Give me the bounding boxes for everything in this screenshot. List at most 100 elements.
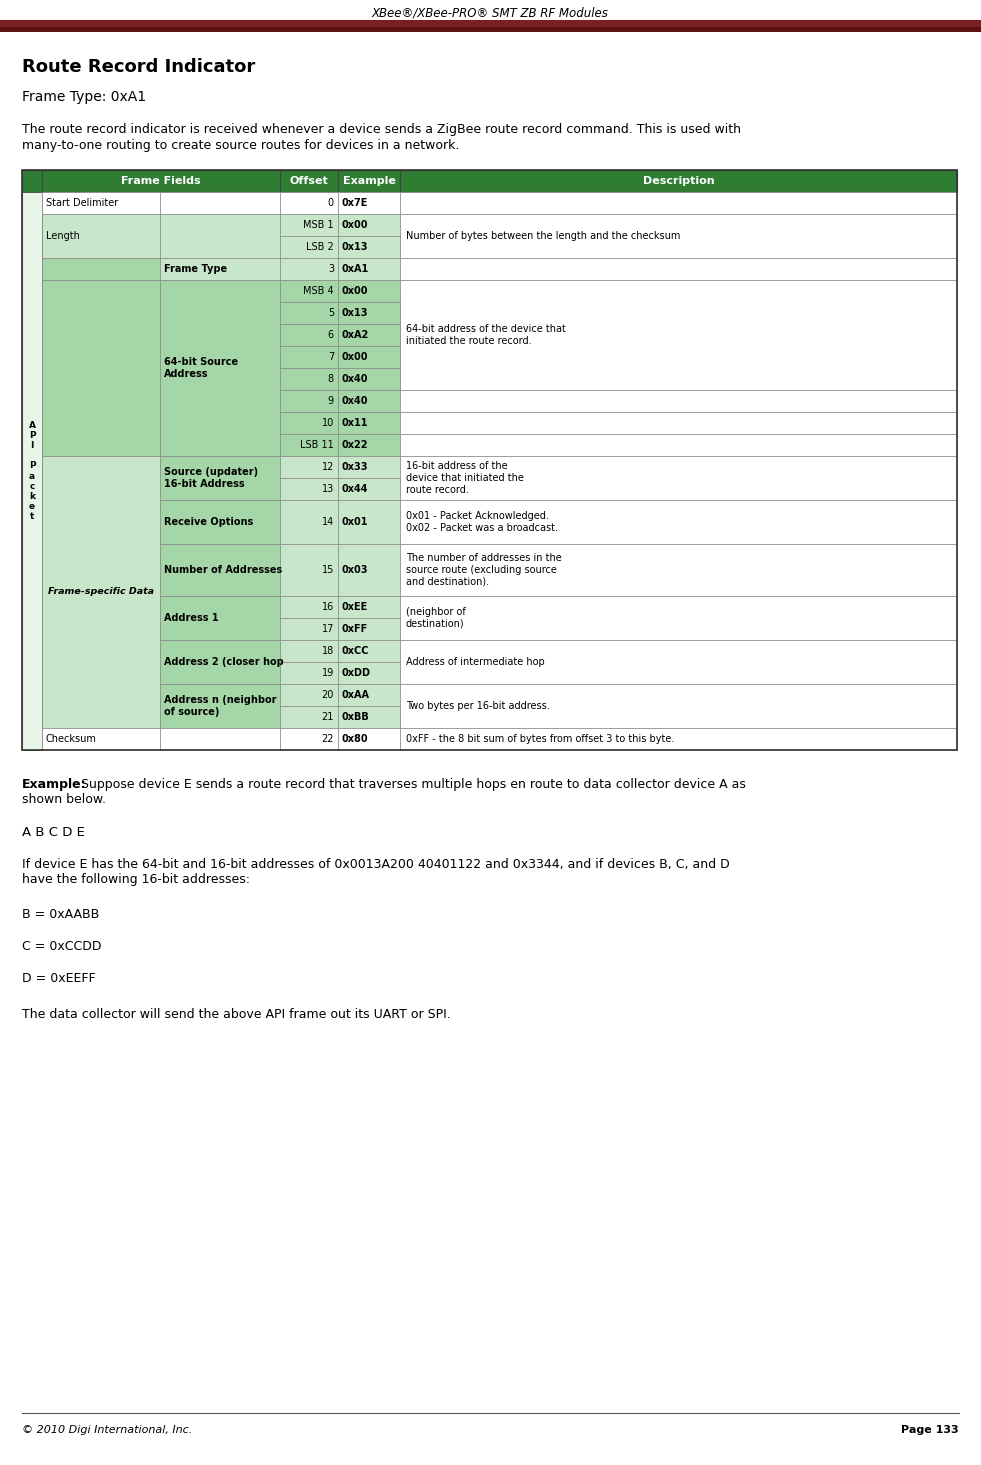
Text: Frame Type: 0xA1: Frame Type: 0xA1 bbox=[22, 89, 146, 104]
Bar bbox=[280, 214, 338, 236]
Text: 16-bit address of the
device that initiated the
route record.: 16-bit address of the device that initia… bbox=[406, 461, 524, 495]
Bar bbox=[400, 544, 957, 596]
Text: LSB 2: LSB 2 bbox=[306, 242, 334, 252]
Bar bbox=[400, 500, 957, 544]
Bar bbox=[338, 390, 400, 412]
Text: LSB 11: LSB 11 bbox=[300, 440, 334, 450]
Bar bbox=[400, 390, 957, 412]
Bar bbox=[22, 170, 42, 192]
Bar bbox=[338, 728, 400, 750]
Text: Offset: Offset bbox=[289, 176, 329, 186]
Text: 0x40: 0x40 bbox=[342, 374, 369, 384]
Bar bbox=[160, 640, 280, 684]
Bar bbox=[280, 500, 338, 544]
Bar bbox=[280, 192, 338, 214]
Text: MSB 4: MSB 4 bbox=[303, 286, 334, 296]
Bar bbox=[280, 596, 338, 618]
Bar bbox=[0, 26, 981, 32]
Text: Number of Addresses: Number of Addresses bbox=[164, 565, 283, 574]
Text: Frame Fields: Frame Fields bbox=[122, 176, 201, 186]
Text: 13: 13 bbox=[322, 483, 334, 494]
Bar bbox=[338, 412, 400, 434]
Bar bbox=[338, 434, 400, 456]
Bar bbox=[280, 368, 338, 390]
Text: 0xFF: 0xFF bbox=[342, 624, 368, 634]
Bar bbox=[280, 434, 338, 456]
Text: 0x7E: 0x7E bbox=[342, 198, 369, 208]
Text: The data collector will send the above API frame out its UART or SPI.: The data collector will send the above A… bbox=[22, 1008, 450, 1021]
Bar bbox=[400, 728, 957, 750]
Bar bbox=[280, 346, 338, 368]
Text: 0xAA: 0xAA bbox=[342, 690, 370, 700]
Text: have the following 16-bit addresses:: have the following 16-bit addresses: bbox=[22, 873, 250, 886]
Bar bbox=[280, 236, 338, 258]
Bar bbox=[160, 500, 280, 544]
Text: 8: 8 bbox=[328, 374, 334, 384]
Bar bbox=[338, 324, 400, 346]
Text: Start Delimiter: Start Delimiter bbox=[46, 198, 119, 208]
Text: Example: Example bbox=[342, 176, 395, 186]
Bar bbox=[280, 456, 338, 478]
Text: 18: 18 bbox=[322, 646, 334, 656]
Bar bbox=[22, 170, 957, 750]
Bar bbox=[338, 684, 400, 706]
Bar bbox=[160, 728, 280, 750]
Bar bbox=[280, 390, 338, 412]
Text: 22: 22 bbox=[322, 734, 334, 744]
Text: C = 0xCCDD: C = 0xCCDD bbox=[22, 941, 101, 954]
Bar bbox=[400, 412, 957, 434]
Bar bbox=[400, 192, 957, 214]
Bar bbox=[160, 684, 280, 728]
Text: 0x40: 0x40 bbox=[342, 396, 369, 406]
Text: The route record indicator is received whenever a device sends a ZigBee route re: The route record indicator is received w… bbox=[22, 123, 741, 135]
Bar bbox=[400, 258, 957, 280]
Bar bbox=[42, 728, 160, 750]
Bar bbox=[338, 346, 400, 368]
Text: 0x03: 0x03 bbox=[342, 565, 369, 574]
Text: 0x13: 0x13 bbox=[342, 242, 369, 252]
Text: 19: 19 bbox=[322, 668, 334, 678]
Bar bbox=[280, 258, 338, 280]
Text: Source (updater)
16-bit Address: Source (updater) 16-bit Address bbox=[164, 467, 258, 489]
Text: 0x80: 0x80 bbox=[342, 734, 369, 744]
Text: 0xEE: 0xEE bbox=[342, 602, 368, 612]
Bar bbox=[400, 280, 957, 390]
Text: The number of addresses in the
source route (excluding source
and destination).: The number of addresses in the source ro… bbox=[406, 554, 562, 586]
Text: 6: 6 bbox=[328, 330, 334, 340]
Text: 20: 20 bbox=[322, 690, 334, 700]
Text: Address 2 (closer hop: Address 2 (closer hop bbox=[164, 656, 284, 667]
Text: If device E has the 64-bit and 16-bit addresses of 0x0013A200 40401122 and 0x334: If device E has the 64-bit and 16-bit ad… bbox=[22, 858, 730, 872]
Text: Number of bytes between the length and the checksum: Number of bytes between the length and t… bbox=[406, 231, 681, 242]
Bar bbox=[280, 280, 338, 302]
Text: 64-bit Source
Address: 64-bit Source Address bbox=[164, 357, 238, 379]
Bar bbox=[280, 302, 338, 324]
Bar bbox=[280, 684, 338, 706]
Text: 3: 3 bbox=[328, 264, 334, 274]
Text: 0x33: 0x33 bbox=[342, 461, 369, 472]
Bar bbox=[338, 236, 400, 258]
Bar bbox=[280, 618, 338, 640]
Bar bbox=[280, 478, 338, 500]
Bar bbox=[42, 170, 280, 192]
Text: shown below.: shown below. bbox=[22, 793, 106, 806]
Text: 0x00: 0x00 bbox=[342, 352, 369, 362]
Bar bbox=[42, 280, 160, 456]
Text: © 2010 Digi International, Inc.: © 2010 Digi International, Inc. bbox=[22, 1425, 192, 1436]
Text: 0xFF - the 8 bit sum of bytes from offset 3 to this byte.: 0xFF - the 8 bit sum of bytes from offse… bbox=[406, 734, 674, 744]
Text: Description: Description bbox=[643, 176, 714, 186]
Text: Address 1: Address 1 bbox=[164, 612, 219, 623]
Text: 5: 5 bbox=[328, 308, 334, 318]
Text: 0x00: 0x00 bbox=[342, 286, 369, 296]
Text: 0x11: 0x11 bbox=[342, 418, 369, 428]
Text: (neighbor of
destination): (neighbor of destination) bbox=[406, 607, 466, 628]
Text: Receive Options: Receive Options bbox=[164, 517, 253, 527]
Bar bbox=[338, 214, 400, 236]
Text: 14: 14 bbox=[322, 517, 334, 527]
Bar bbox=[42, 214, 160, 258]
Bar bbox=[338, 302, 400, 324]
Bar bbox=[42, 192, 160, 214]
Bar bbox=[0, 21, 981, 26]
Bar bbox=[338, 192, 400, 214]
Bar bbox=[400, 170, 957, 192]
Bar bbox=[280, 170, 338, 192]
